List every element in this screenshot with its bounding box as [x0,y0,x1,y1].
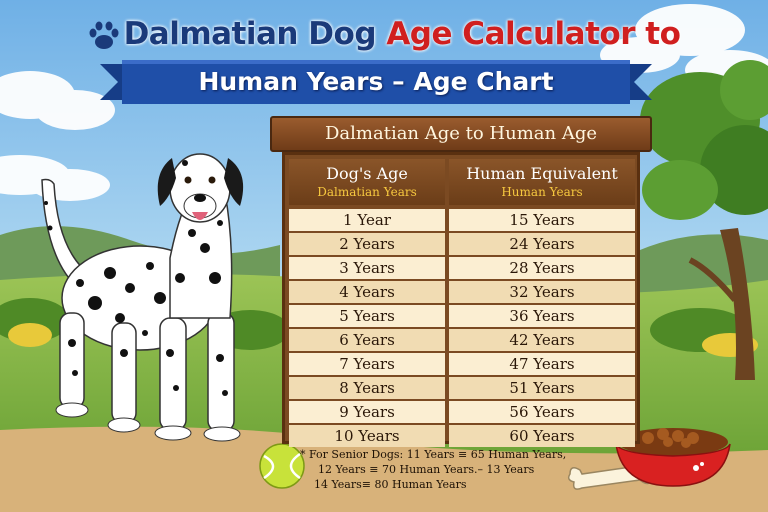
age-table: Dog's Age Dalmatian Years Human Equivale… [282,152,640,447]
column-header-human: Human Equivalent Human Years [449,159,635,205]
title-part-red: Age Calculator to [386,16,681,52]
table-cell-human-age: 56 Years [449,401,635,423]
note-line-1: * For Senior Dogs: 11 Years ≡ 65 Human Y… [300,448,567,461]
column-header-dog: Dog's Age Dalmatian Years [289,159,445,205]
cloud-left [0,71,115,201]
dalmatian-dog-illustration [41,153,244,442]
column-header-human-title: Human Equivalent [466,164,618,183]
table-cell-human-age: 51 Years [449,377,635,399]
table-cell-dog-age: 6 Years [289,329,445,351]
table-cell-dog-age: 7 Years [289,353,445,375]
table-cell-dog-age: 5 Years [289,305,445,327]
dog-food-bowl-icon [615,428,731,487]
column-header-human-sub: Human Years [501,185,583,199]
table-cell-human-age: 36 Years [449,305,635,327]
note-line-2: 12 Years ≡ 70 Human Years.– 13 Years [318,463,535,476]
table-cell-dog-age: 1 Year [289,209,445,231]
table-cell-human-age: 60 Years [449,425,635,447]
note-line-3: 14 Years≡ 80 Human Years [314,478,467,491]
title-part-blue: Dalmatian Dog [123,16,377,52]
table-cell-dog-age: 10 Years [289,425,445,447]
tree [640,60,768,380]
subtitle: Human Years – Age Chart [198,67,554,96]
paw-icon [89,21,119,49]
chart-header-sign: Dalmatian Age to Human Age [270,116,652,152]
column-header-dog-title: Dog's Age [326,164,408,183]
table-cell-dog-age: 9 Years [289,401,445,423]
page-title: Dalmatian Dog Age Calculator to [0,16,768,52]
table-cell-human-age: 28 Years [449,257,635,279]
table-cell-dog-age: 3 Years [289,257,445,279]
column-header-dog-sub: Dalmatian Years [317,185,417,199]
table-cell-human-age: 15 Years [449,209,635,231]
table-cell-human-age: 32 Years [449,281,635,303]
tennis-ball-icon [259,443,305,489]
table-cell-human-age: 24 Years [449,233,635,255]
table-cell-human-age: 42 Years [449,329,635,351]
table-cell-human-age: 47 Years [449,353,635,375]
table-cell-dog-age: 8 Years [289,377,445,399]
senior-dogs-note: * For Senior Dogs: 11 Years ≡ 65 Human Y… [300,447,590,492]
subtitle-ribbon [100,60,652,104]
table-cell-dog-age: 4 Years [289,281,445,303]
table-cell-dog-age: 2 Years [289,233,445,255]
